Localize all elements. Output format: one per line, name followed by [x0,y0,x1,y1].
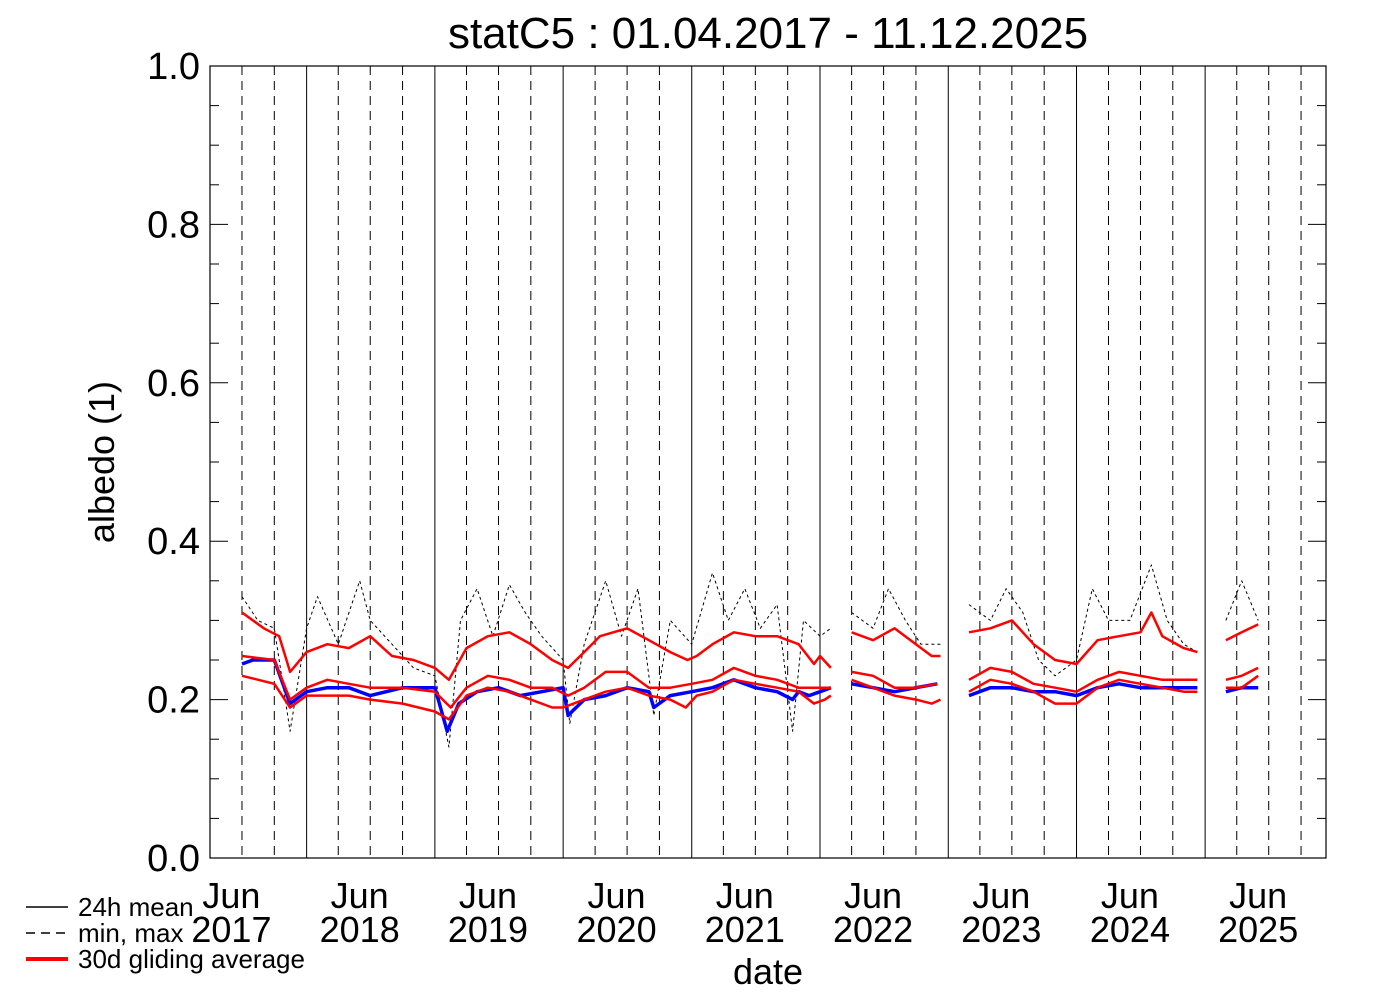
x-tick-year-label: 2017 [191,909,271,950]
y-tick-label: 0.6 [147,363,200,405]
y-tick-label: 1.0 [147,46,200,88]
series-gliding-average-min [968,678,1198,705]
series-mean [241,658,832,734]
x-axis-label: date [733,951,803,992]
y-axis-label: albedo (1) [81,381,122,543]
series-layer [241,564,1259,748]
x-tick-month-label: Jun [716,875,774,916]
legend-label-gliding-average: 30d gliding average [78,944,305,974]
x-tick-month-label: Jun [844,875,902,916]
x-tick-month-label: Jun [1229,875,1287,916]
y-tick-label: 0.2 [147,680,200,722]
series-gliding-average-mean [968,666,1198,693]
legend: 24h mean min, max 30d gliding average [26,892,305,974]
series-gliding-average-max [851,627,941,658]
x-tick-year-label: 2022 [833,909,913,950]
legend-label-minmax: min, max [78,918,183,948]
series-gliding-average-min [851,678,942,705]
x-tick-year-label: 2018 [320,909,400,950]
y-tick-label: 0.8 [147,204,200,246]
series-gliding-average-mean [241,654,831,709]
series-gliding-average-max [241,611,832,682]
axis-ticks: 0.00.20.40.60.81.0Jun2017Jun2018Jun2019J… [147,46,1326,950]
x-tick-year-label: 2020 [577,909,657,950]
series-gliding-average-min [241,674,832,721]
x-tick-year-label: 2021 [705,909,785,950]
x-tick-month-label: Jun [588,875,646,916]
x-tick-year-label: 2024 [1090,909,1170,950]
y-tick-label: 0.4 [147,521,200,563]
x-tick-month-label: Jun [202,875,260,916]
series-min-max-envelope [968,564,1198,677]
x-tick-year-label: 2025 [1218,909,1298,950]
x-tick-month-label: Jun [459,875,517,916]
y-tick-label: 0.0 [147,838,200,880]
x-tick-year-label: 2023 [961,909,1041,950]
legend-label-mean: 24h mean [78,892,194,922]
x-tick-month-label: Jun [1101,875,1159,916]
plot-frame [209,65,1327,859]
series-gliding-average-min [1225,674,1259,689]
series-min-max-envelope [241,572,832,748]
series-gliding-average-max [968,611,1198,666]
grid-lines [209,66,1302,858]
series-min-max-envelope [1225,580,1259,621]
series-gliding-average-mean [1225,666,1259,682]
x-tick-month-label: Jun [331,875,389,916]
x-tick-month-label: Jun [972,875,1030,916]
x-tick-year-label: 2019 [448,909,528,950]
series-gliding-average-mean [851,670,938,689]
series-mean [968,682,1198,698]
chart-title: statC5 : 01.04.2017 - 11.12.2025 [448,9,1088,58]
series-gliding-average-max [1225,623,1259,642]
